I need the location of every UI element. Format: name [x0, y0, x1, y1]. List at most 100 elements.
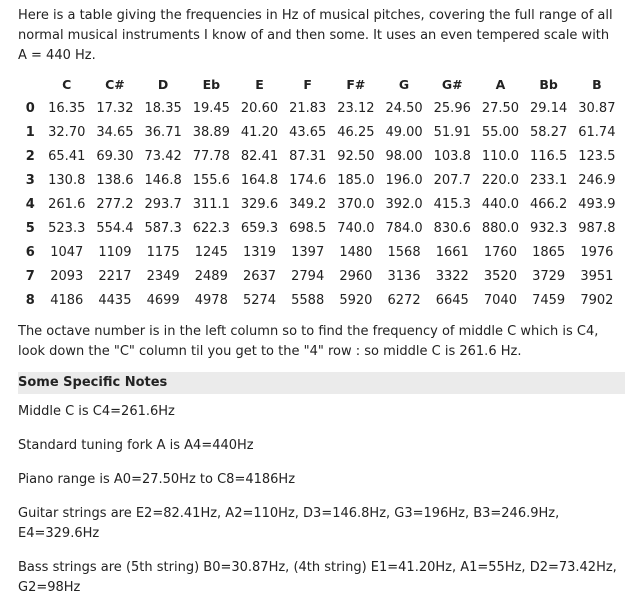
frequency-cell: 5588	[291, 292, 325, 308]
frequency-cell: 7459	[532, 292, 566, 308]
frequency-cell: 185.0	[337, 172, 375, 188]
frequency-cell: 1661	[435, 244, 469, 260]
frequency-cell: 2960	[339, 268, 373, 284]
frequency-cell: 146.8	[144, 172, 182, 188]
frequency-cell: 5920	[339, 292, 373, 308]
octave-number: 2	[25, 148, 35, 164]
frequency-cell: 784.0	[385, 220, 423, 236]
note-column-header: E	[255, 76, 264, 92]
frequency-cell: 34.65	[96, 124, 134, 140]
frequency-cell: 1976	[580, 244, 614, 260]
frequency-cell: 1480	[339, 244, 373, 260]
note-column-header: C#	[105, 76, 125, 92]
frequency-cell: 2637	[242, 268, 277, 284]
table-row: 4 261.6 277.2 293.7 311.1 329.6 349.2 370.0 392.…	[18, 192, 621, 216]
frequency-cell: 19.45	[192, 100, 230, 116]
frequency-cell: 58.27	[530, 124, 568, 140]
frequency-cell: 6272	[387, 292, 421, 308]
frequency-cell: 55.00	[481, 124, 520, 140]
table-header-row: C C# D Eb E F F# G G# A Bb B	[18, 72, 621, 96]
frequency-cell: 30.87	[578, 100, 616, 116]
frequency-cell: 987.8	[578, 220, 616, 236]
note-middle-c: Middle C is C4=261.6Hz	[18, 404, 175, 419]
frequency-cell: 233.1	[530, 172, 568, 188]
frequency-cell: 415.3	[433, 196, 471, 212]
frequency-cell: 622.3	[192, 220, 230, 236]
frequency-cell: 155.6	[192, 172, 230, 188]
table-row: 0 16.35 17.32 18.35 19.45 20.60 21.83 23.12 24.5…	[18, 96, 621, 120]
frequency-cell: 311.1	[192, 196, 230, 212]
frequency-cell: 1397	[291, 244, 325, 260]
frequency-cell: 277.2	[96, 196, 134, 212]
note-column-header: Eb	[202, 76, 221, 92]
frequency-cell: 65.41	[48, 148, 86, 164]
frequency-cell: 440.0	[481, 196, 520, 212]
frequency-cell: 1865	[532, 244, 566, 260]
table-row: 8 4186 4435 4699 4978 5274 5588 5920 6272 6645 704…	[18, 288, 621, 312]
frequency-cell: 27.50	[481, 100, 520, 116]
note-column-header: D	[157, 76, 169, 92]
frequency-cell: 16.35	[48, 100, 86, 116]
frequency-cell: 196.0	[385, 172, 423, 188]
octave-number: 8	[25, 292, 35, 308]
table-row: 7 2093 2217 2349 2489 2637 2794 2960 3136 3322 352…	[18, 264, 621, 288]
frequency-cell: 1109	[98, 244, 132, 260]
frequency-cell: 92.50	[337, 148, 375, 164]
frequency-cell: 293.7	[144, 196, 182, 212]
frequency-cell: 392.0	[385, 196, 423, 212]
frequency-cell: 554.4	[96, 220, 134, 236]
frequency-cell: 2489	[194, 268, 228, 284]
frequency-cell: 1760	[483, 244, 517, 260]
note-column-header: G#	[441, 76, 463, 92]
octave-number: 1	[25, 124, 35, 140]
octave-number: 5	[25, 220, 35, 236]
frequency-cell: 110.0	[481, 148, 520, 164]
frequency-cell: 4186	[50, 292, 84, 308]
frequency-cell: 466.2	[530, 196, 568, 212]
note-column-header: C	[62, 76, 72, 92]
table-row: 2 65.41 69.30 73.42 77.78 82.41 87.31 92.50 98.0…	[18, 144, 621, 168]
frequency-cell: 164.8	[240, 172, 279, 188]
explanation-paragraph: The octave number is in the left column …	[18, 324, 599, 359]
frequency-cell: 3322	[435, 268, 469, 284]
frequency-cell: 3729	[532, 268, 566, 284]
frequency-cell: 49.00	[385, 124, 423, 140]
frequency-cell: 207.7	[433, 172, 471, 188]
frequency-cell: 1568	[387, 244, 421, 260]
table-row: 6 1047 1109 1175 1245 1319 1397 1480 1568 1661 176…	[18, 240, 621, 264]
note-column-header: B	[592, 76, 602, 92]
note-piano-range: Piano range is A0=27.50Hz to C8=4186Hz	[18, 472, 296, 487]
frequency-cell: 17.32	[96, 100, 134, 116]
frequency-cell: 932.3	[530, 220, 568, 236]
frequency-cell: 36.71	[144, 124, 182, 140]
frequency-cell: 61.74	[578, 124, 616, 140]
frequency-cell: 7902	[580, 292, 614, 308]
octave-number: 7	[25, 268, 35, 284]
section-heading: Some Specific Notes	[18, 372, 625, 394]
frequency-cell: 98.00	[385, 148, 423, 164]
table-body: 0 16.35 17.32 18.35 19.45 20.60 21.83 23.12 24.5…	[18, 96, 621, 312]
frequency-cell: 3520	[483, 268, 517, 284]
intro-paragraph: Here is a table giving the frequencies i…	[18, 8, 613, 63]
frequency-cell: 659.3	[240, 220, 279, 236]
octave-number: 0	[25, 100, 35, 116]
frequency-cell: 5274	[242, 292, 277, 308]
frequency-cell: 23.12	[337, 100, 375, 116]
frequency-cell: 4435	[98, 292, 132, 308]
frequency-cell: 3951	[580, 268, 614, 284]
frequency-cell: 29.14	[530, 100, 568, 116]
frequency-cell: 4699	[146, 292, 180, 308]
frequency-cell: 880.0	[481, 220, 520, 236]
frequency-cell: 1245	[194, 244, 228, 260]
note-column-header: G	[398, 76, 410, 92]
frequency-cell: 830.6	[433, 220, 471, 236]
frequency-cell: 493.9	[578, 196, 616, 212]
frequency-cell: 2794	[291, 268, 325, 284]
frequency-cell: 130.8	[48, 172, 86, 188]
frequency-cell: 24.50	[385, 100, 423, 116]
frequency-cell: 261.6	[48, 196, 86, 212]
frequency-cell: 32.70	[48, 124, 86, 140]
table-row: 5 523.3 554.4 587.3 622.3 659.3 698.5 740.0 784.…	[18, 216, 621, 240]
frequency-cell: 138.6	[96, 172, 134, 188]
frequency-cell: 3136	[387, 268, 421, 284]
